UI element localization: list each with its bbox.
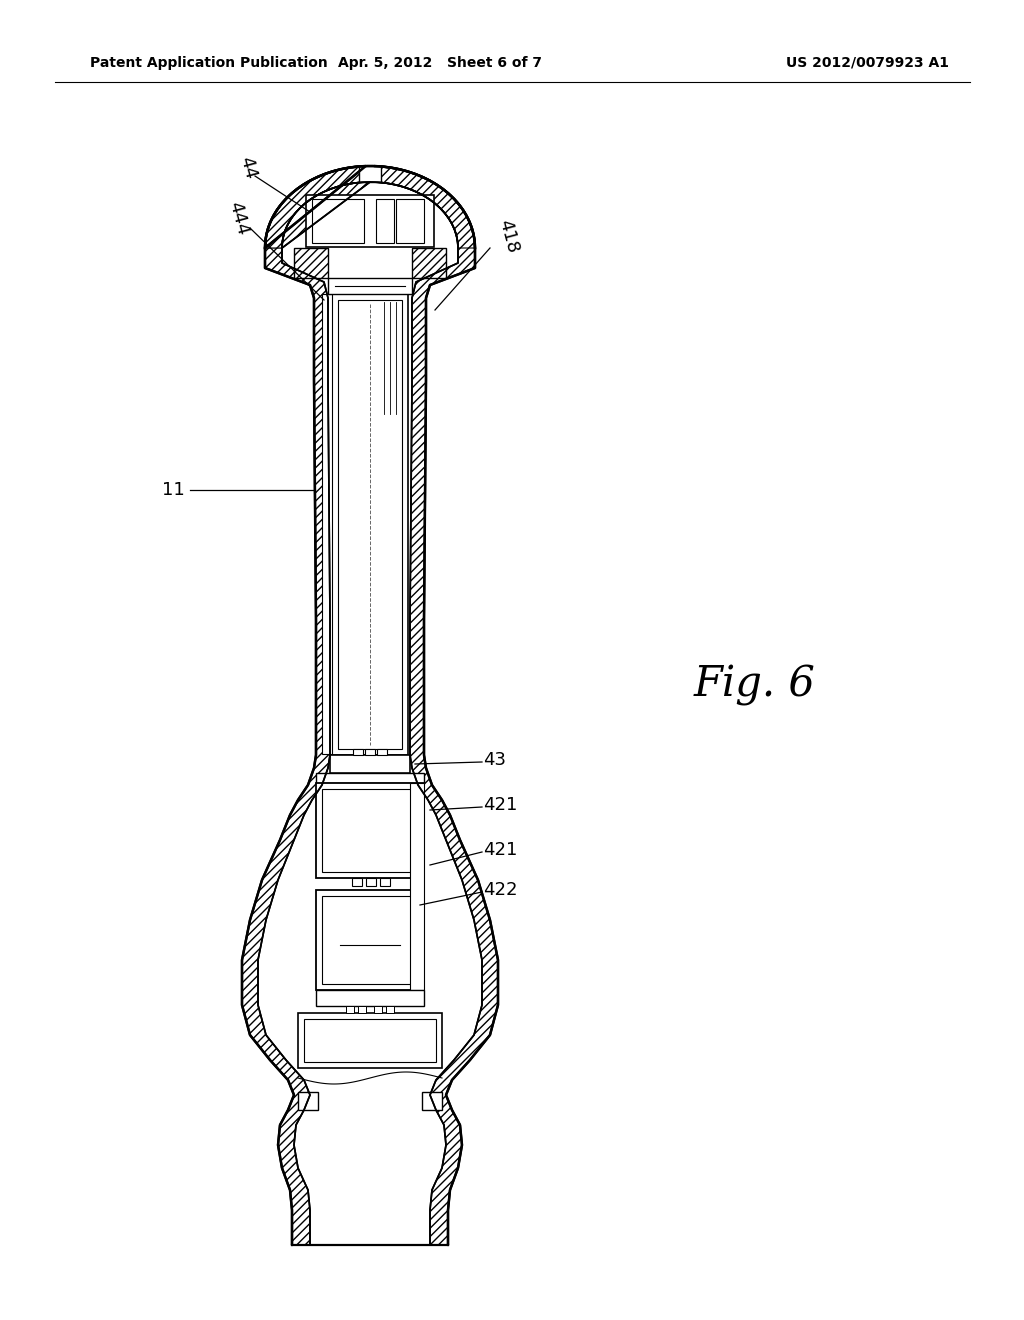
Bar — [376, 199, 394, 243]
Text: 422: 422 — [483, 880, 517, 899]
Bar — [380, 878, 390, 886]
Bar — [322, 294, 332, 754]
Text: US 2012/0079923 A1: US 2012/0079923 A1 — [786, 55, 949, 70]
Bar — [338, 300, 402, 748]
Bar — [316, 990, 424, 1006]
Polygon shape — [258, 182, 482, 1245]
Bar — [298, 1092, 318, 1110]
Bar — [346, 1006, 354, 1012]
Bar — [359, 166, 381, 182]
Bar — [294, 248, 328, 279]
Bar — [366, 878, 376, 886]
Text: 444: 444 — [225, 199, 251, 238]
Bar — [422, 1092, 442, 1110]
Bar — [306, 195, 434, 247]
Text: 421: 421 — [483, 796, 517, 814]
Bar — [316, 774, 424, 783]
Text: 421: 421 — [483, 841, 517, 859]
Bar — [412, 248, 446, 279]
Text: 418: 418 — [495, 216, 521, 255]
Bar — [322, 896, 418, 983]
Bar — [316, 783, 424, 878]
Text: Fig. 6: Fig. 6 — [694, 664, 816, 706]
Bar — [328, 279, 412, 294]
Bar — [365, 748, 375, 755]
Bar — [352, 878, 362, 886]
Bar — [330, 755, 410, 774]
Text: 44: 44 — [237, 154, 260, 181]
Bar — [312, 199, 364, 243]
Bar — [298, 1012, 442, 1068]
Text: 11: 11 — [162, 480, 185, 499]
Bar — [322, 789, 418, 873]
Text: Apr. 5, 2012   Sheet 6 of 7: Apr. 5, 2012 Sheet 6 of 7 — [338, 55, 542, 70]
Bar — [410, 783, 424, 990]
Polygon shape — [242, 166, 370, 1245]
Bar — [358, 1006, 366, 1012]
Bar — [374, 1006, 382, 1012]
Bar — [353, 748, 362, 755]
Polygon shape — [370, 166, 498, 1245]
Bar — [332, 294, 408, 755]
Text: Patent Application Publication: Patent Application Publication — [90, 55, 328, 70]
Bar — [377, 748, 387, 755]
Text: 43: 43 — [483, 751, 506, 770]
Bar — [386, 1006, 394, 1012]
Bar — [396, 199, 424, 243]
Bar — [316, 890, 424, 990]
Polygon shape — [265, 166, 475, 248]
Bar — [304, 1019, 436, 1063]
